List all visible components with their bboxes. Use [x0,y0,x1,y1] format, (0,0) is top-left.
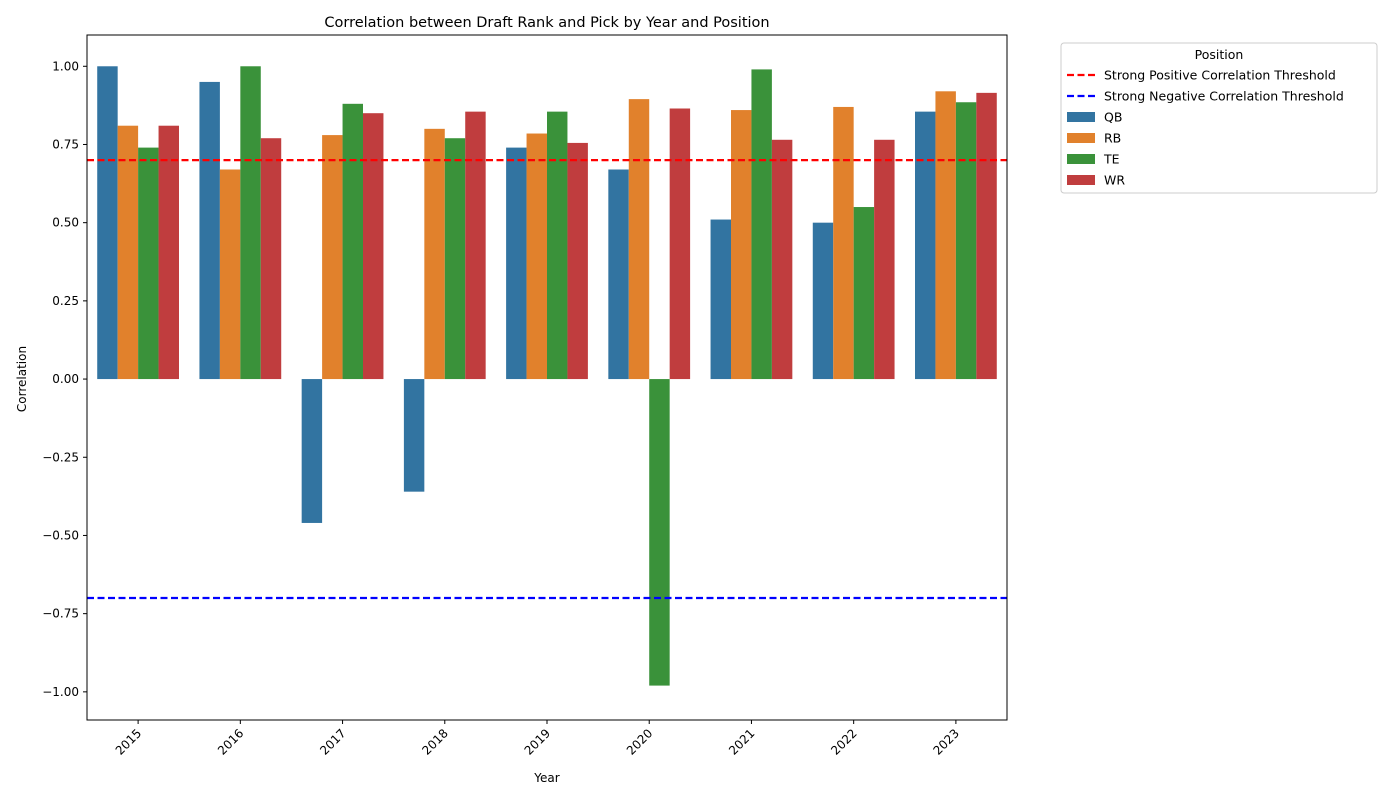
bar-qb-2021 [710,219,731,380]
bar-wr-2018 [465,111,486,380]
y-tick-label: −0.50 [42,528,79,542]
bar-rb-2019 [526,133,547,380]
y-tick-label: 1.00 [52,59,79,73]
plot-area: −1.00 −0.75 −0.50 −0.25 0.00 0.25 0.50 0.75 1.00… [42,34,1008,758]
bar-wr-2015 [158,125,179,380]
bar-te-2018 [444,138,466,380]
chart-title: Correlation between Draft Rank and Pick … [324,15,769,31]
bar-qb-2015 [97,66,118,380]
bar-wr-2020 [669,108,691,380]
bar-wr-2021 [771,139,793,380]
y-tick-label: 0.75 [52,137,79,151]
y-tick-label: 0.50 [52,216,79,230]
y-tick-label: −1.00 [42,685,79,699]
x-tick-label: 2018 [419,726,450,757]
y-tick-label: 0.00 [52,372,79,386]
bar-wr-2023 [976,92,997,380]
bar-qb-2022 [812,222,834,380]
bar-te-2023 [955,102,977,380]
legend-entry-te: TE [1103,152,1120,167]
bar-te-2021 [751,69,772,380]
legend-entry-qb: QB [1104,110,1122,125]
legend-title: Position [1195,47,1244,62]
bar-rb-2023 [935,91,956,380]
legend-box [1060,42,1378,194]
x-tick-label: 2019 [522,726,553,757]
bar-qb-2020 [608,169,629,380]
bar-wr-2022 [874,139,895,380]
legend-entry-positive-threshold: Strong Positive Correlation Threshold [1104,68,1336,83]
legend-entry-wr: WR [1104,173,1125,188]
bar-qb-2019 [506,147,527,380]
bar-wr-2019 [567,142,588,380]
x-tick-label: 2021 [726,726,757,757]
y-axis-title: Correlation [15,346,29,412]
x-tick-label: 2023 [931,726,962,757]
bar-rb-2022 [833,106,854,380]
y-tick-label: 0.25 [52,294,79,308]
legend: Position Strong Positive Correlation Thre… [1060,42,1378,194]
x-tick-label: 2016 [215,726,246,757]
bar-rb-2016 [219,169,241,380]
legend-swatch-qb [1067,112,1095,122]
bar-rb-2020 [628,99,650,380]
bar-wr-2017 [363,113,384,380]
legend-swatch-rb [1067,133,1095,143]
bar-rb-2015 [117,125,139,380]
legend-entry-rb: RB [1104,131,1121,146]
bar-qb-2023 [915,111,936,380]
bar-te-2015 [138,147,159,380]
bar-te-2020 [649,379,670,686]
bar-qb-2016 [199,81,220,380]
y-tick-label: −0.75 [42,607,79,621]
bar-qb-2017 [301,379,323,523]
legend-entry-negative-threshold: Strong Negative Correlation Threshold [1104,89,1344,104]
x-tick-label: 2017 [317,726,348,757]
y-tick-label: −0.25 [42,450,79,464]
x-tick-label: 2015 [113,726,144,757]
bar-qb-2018 [403,379,425,492]
bar-te-2017 [342,103,363,380]
legend-swatch-wr [1067,175,1095,185]
bar-rb-2017 [322,135,343,380]
bar-te-2016 [240,66,261,380]
bar-te-2019 [547,111,568,380]
x-axis-title: Year [533,771,559,785]
bar-rb-2018 [424,128,445,380]
bar-rb-2021 [731,110,752,380]
legend-swatch-te [1067,154,1095,164]
bar-wr-2016 [260,138,282,380]
x-tick-label: 2020 [624,726,655,757]
bar-te-2022 [853,207,875,380]
x-tick-label: 2022 [828,726,859,757]
